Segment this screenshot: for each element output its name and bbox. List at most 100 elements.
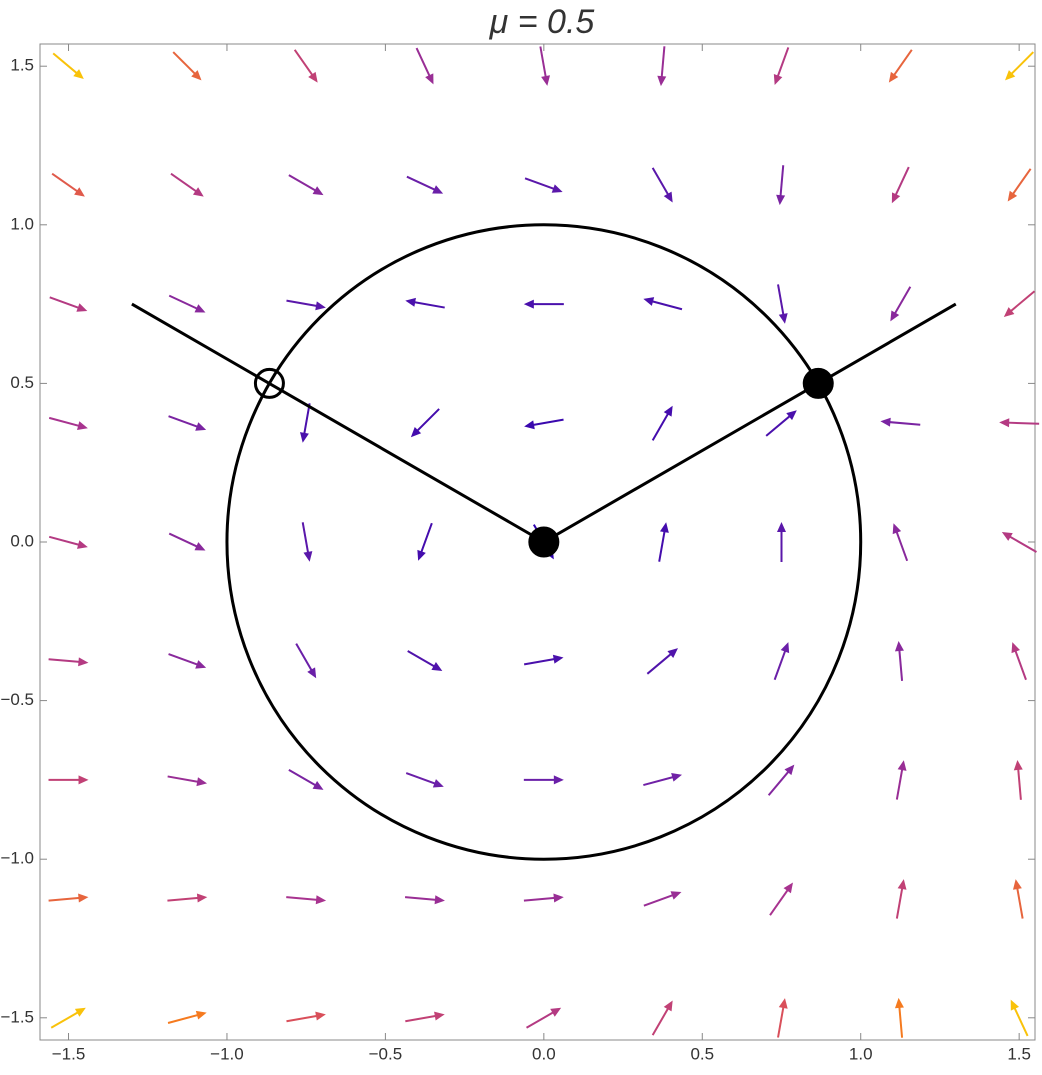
arrow xyxy=(999,418,1040,428)
arrow-shaft xyxy=(892,286,912,317)
arrow-head xyxy=(890,310,900,322)
arrow xyxy=(892,523,909,562)
arrow-head xyxy=(894,641,904,652)
arrow xyxy=(523,775,564,785)
arrow-shaft xyxy=(48,416,83,428)
arrow xyxy=(52,52,84,80)
x-tick-label: 0.0 xyxy=(532,1044,556,1063)
arrow-shaft xyxy=(651,167,671,198)
arrow-head xyxy=(999,418,1010,428)
arrow-head xyxy=(312,186,324,196)
arrow-shaft xyxy=(648,299,683,311)
arrow-shaft xyxy=(894,528,909,562)
arrow-head xyxy=(312,781,324,790)
arrow-head xyxy=(77,421,88,430)
arrow-head xyxy=(776,522,786,532)
arrow xyxy=(526,1007,562,1029)
arrow xyxy=(170,172,204,197)
arrow-shaft xyxy=(414,408,440,434)
arrow-head xyxy=(897,760,907,771)
arrow-shaft xyxy=(48,658,83,664)
arrow-head xyxy=(307,667,317,679)
arrow xyxy=(651,1000,673,1036)
arrow-head xyxy=(315,1011,326,1021)
arrow-shaft xyxy=(651,1005,671,1036)
arrow-shaft xyxy=(643,775,677,787)
arrow-shaft xyxy=(404,896,440,902)
arrow-shaft xyxy=(773,647,788,681)
arrow-shaft xyxy=(295,643,315,674)
arrow xyxy=(776,522,786,562)
arrow-shaft xyxy=(651,410,671,441)
arrow-head xyxy=(315,301,326,311)
arrow-head xyxy=(1005,70,1016,81)
arrow xyxy=(539,46,551,86)
arrow-shaft xyxy=(50,1009,82,1029)
arrow xyxy=(894,997,904,1038)
arrow xyxy=(300,403,311,443)
arrow xyxy=(48,893,89,903)
arrow-shaft xyxy=(891,49,913,79)
arrow xyxy=(888,49,913,83)
arrow xyxy=(890,286,912,322)
arrow xyxy=(524,177,563,193)
arrow-shaft xyxy=(769,886,791,916)
arrow xyxy=(773,47,790,85)
arrow xyxy=(407,650,443,671)
arrow-shaft xyxy=(288,769,319,788)
arrow-shaft xyxy=(898,1003,904,1038)
arrow-shaft xyxy=(48,535,83,547)
arrow-head xyxy=(432,185,444,194)
arrow-shaft xyxy=(1013,647,1027,681)
arrow xyxy=(48,535,88,549)
arrow-shaft xyxy=(52,52,80,76)
arrow xyxy=(1001,532,1037,553)
arrow-head xyxy=(888,71,899,83)
arrow xyxy=(765,410,797,437)
arrow xyxy=(288,769,324,790)
arrow-shaft xyxy=(777,284,785,319)
arrow-head xyxy=(78,775,89,785)
arrow-shaft xyxy=(524,177,558,191)
arrow-head xyxy=(417,549,426,561)
arrow-head xyxy=(192,187,204,197)
arrow xyxy=(50,1007,86,1029)
arrow-shaft xyxy=(415,47,432,80)
arrow-shaft xyxy=(167,896,202,902)
arrow-head xyxy=(432,779,444,788)
arrow xyxy=(891,166,910,204)
arrow xyxy=(1003,290,1036,317)
arrow-shaft xyxy=(286,896,321,902)
arrow-head xyxy=(195,422,207,431)
arrow xyxy=(776,165,786,206)
arrow-head xyxy=(780,642,790,654)
arrow-shaft xyxy=(286,1014,321,1023)
arrow xyxy=(417,522,433,561)
arrow-head xyxy=(194,542,206,551)
arrow-head xyxy=(671,772,682,782)
arrow-shaft xyxy=(893,166,910,199)
arrow xyxy=(286,299,326,311)
arrow-shaft xyxy=(643,893,677,907)
arrow xyxy=(415,47,434,85)
arrow-head xyxy=(778,313,788,324)
arrow-head xyxy=(553,893,564,903)
arrow xyxy=(288,174,324,196)
arrow-head xyxy=(667,648,678,658)
arrow-shaft xyxy=(526,1009,557,1029)
x-tick-label: −0.5 xyxy=(369,1044,403,1063)
arrow xyxy=(295,643,317,679)
arrow-head xyxy=(670,891,682,900)
arrow xyxy=(49,296,88,312)
arrow-head xyxy=(425,73,434,85)
arrow-shaft xyxy=(406,175,439,192)
arrow xyxy=(646,648,678,675)
arrow xyxy=(895,760,907,800)
arrow-shaft xyxy=(167,775,202,784)
x-tick-label: 1.0 xyxy=(849,1044,873,1063)
arrow xyxy=(286,1011,326,1023)
arrow-shaft xyxy=(405,772,439,786)
arrow-shaft xyxy=(765,413,793,437)
arrow xyxy=(404,895,445,905)
arrow-head xyxy=(783,882,793,894)
